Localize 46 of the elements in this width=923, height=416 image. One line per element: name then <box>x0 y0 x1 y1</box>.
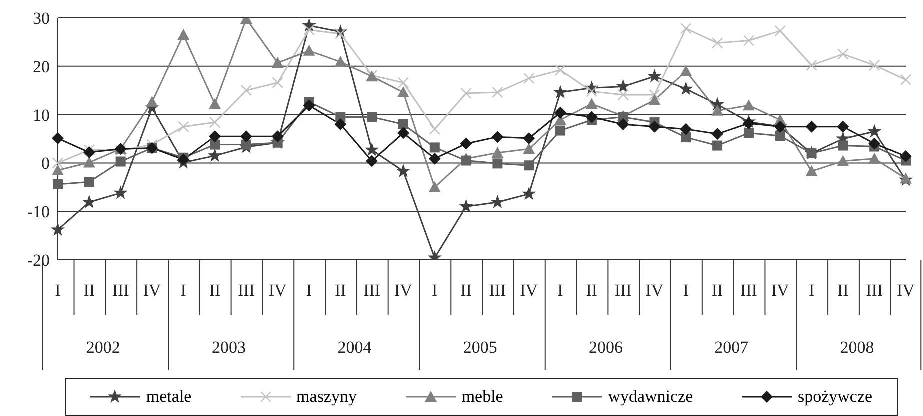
legend-label: meble <box>462 387 504 407</box>
x-tick-label: III <box>364 281 381 300</box>
x-tick-label: IV <box>143 281 162 300</box>
text: 2007 <box>714 338 750 357</box>
text: 2006 <box>588 338 623 357</box>
x-tick-label: I <box>306 281 312 300</box>
y-tick-label: -10 <box>27 202 50 222</box>
y-tick-label: 30 <box>33 9 50 28</box>
x-tick-label: II <box>712 281 724 300</box>
x-tick-label: II <box>586 281 598 300</box>
x-tick-label: I <box>432 281 438 300</box>
x-tick-label: II <box>460 281 472 300</box>
legend-label: metale <box>146 387 192 407</box>
x-tick-label: III <box>740 281 758 300</box>
x-tick-label: IV <box>771 281 790 300</box>
x-tick-label: II <box>838 281 850 300</box>
x-tick-label: I <box>180 281 187 300</box>
x-tick-label: IV <box>646 281 664 300</box>
y-tick-label: -20 <box>27 251 50 270</box>
y-tick-label: 10 <box>33 106 50 125</box>
x-tick-label: I <box>558 281 564 300</box>
x-tick-label: IV <box>897 281 916 300</box>
text: 2002 <box>86 338 120 357</box>
x-tick-label: III <box>614 281 632 300</box>
x-tick-label: II <box>335 281 347 300</box>
text: 2008 <box>840 338 874 357</box>
x-tick-label: IV <box>520 281 539 300</box>
x-tick-label: IV <box>268 281 288 300</box>
legend-label: maszyny <box>296 387 357 407</box>
text: 2005 <box>463 338 498 357</box>
text: 2003 <box>212 338 246 357</box>
x-tick-label: I <box>683 281 690 300</box>
y-tick-label: 20 <box>33 57 50 76</box>
x-tick-label: IV <box>394 281 414 300</box>
x-tick-label: III <box>238 281 256 300</box>
legend-label: wydawnicze <box>608 387 694 407</box>
x-tick-label: III <box>489 281 507 300</box>
x-tick-label: II <box>84 281 96 300</box>
x-tick-label: III <box>112 281 130 300</box>
x-tick-label: II <box>209 281 222 300</box>
y-tick-label: 0 <box>42 154 50 174</box>
text: 2004 <box>338 338 372 357</box>
x-tick-label: I <box>55 281 62 300</box>
x-tick-label: I <box>808 281 815 300</box>
x-tick-label: III <box>866 281 884 300</box>
legend-label: spożywcze <box>798 387 873 407</box>
